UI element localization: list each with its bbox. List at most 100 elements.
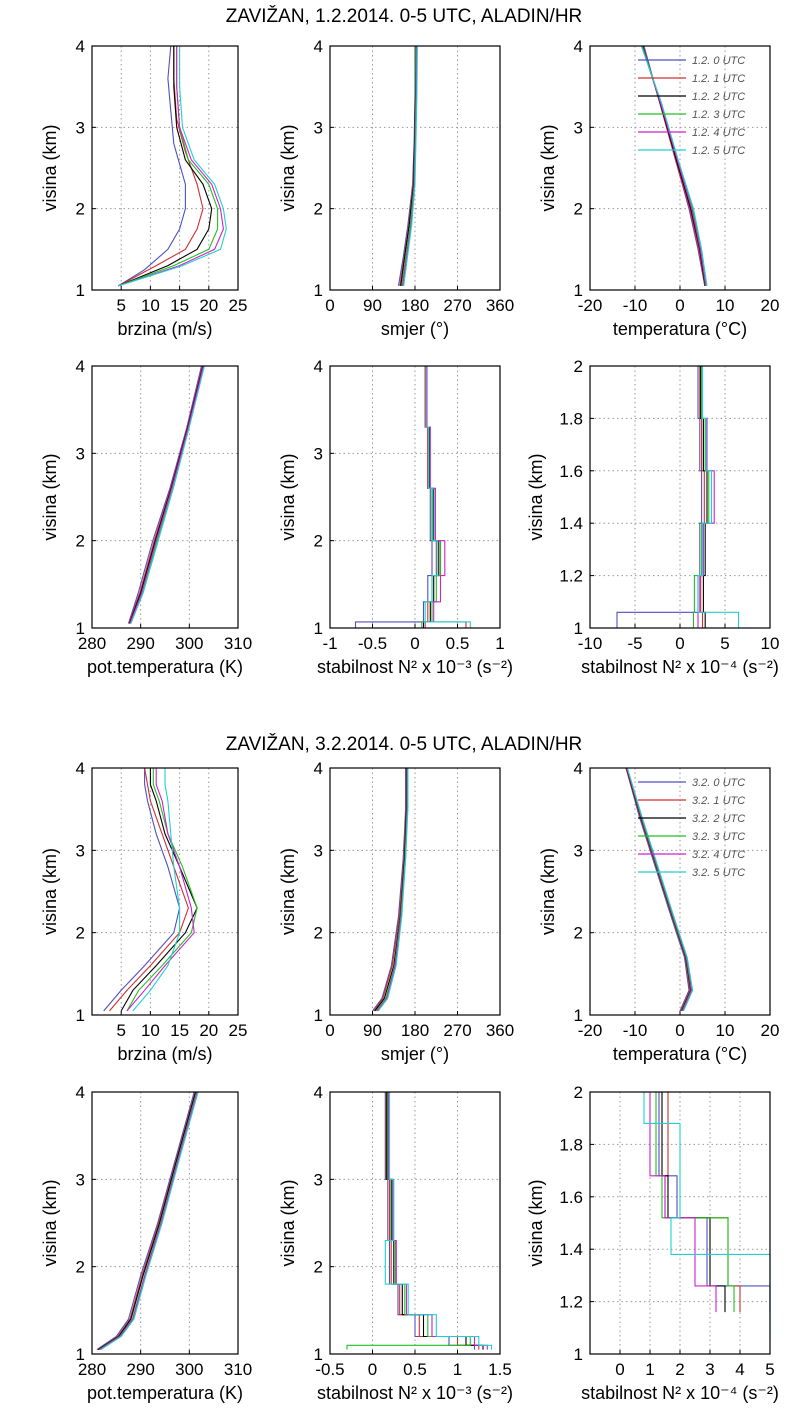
series-line-3 — [98, 1091, 197, 1351]
series-line-5 — [99, 1091, 198, 1351]
series-line-6 — [384, 1091, 493, 1350]
x-tick-label: 90 — [363, 296, 382, 315]
x-axis-label: temperatura (°C) — [613, 319, 747, 339]
x-tick-label: 1 — [495, 634, 504, 653]
x-tick-label: -10 — [623, 1021, 648, 1040]
series-line-1 — [616, 365, 703, 628]
legend-entry: 3.2. 5 UTC — [692, 867, 745, 879]
x-tick-label: 15 — [170, 296, 189, 315]
series-line-5 — [118, 46, 224, 287]
x-axis-label: stabilnost N² x 10⁻⁴ (s⁻²) — [581, 657, 779, 677]
y-tick-label: 4 — [76, 357, 85, 376]
y-tick-label: 1.8 — [559, 409, 583, 428]
y-tick-label: 3 — [314, 118, 323, 137]
x-tick-label: 4 — [735, 1360, 744, 1379]
series-line-1 — [656, 1091, 771, 1313]
y-tick-label: 1 — [76, 1345, 85, 1364]
x-axis-label: brzina (m/s) — [117, 319, 212, 339]
x-tick-label: 5 — [720, 634, 729, 653]
y-tick-label: 2 — [574, 924, 583, 943]
x-tick-label: 280 — [78, 634, 106, 653]
y-tick-label: 2 — [574, 1083, 583, 1102]
y-axis-label: visina (km) — [278, 848, 298, 935]
series-line-4 — [99, 1091, 198, 1351]
x-tick-label: 10 — [761, 634, 780, 653]
axes-frame — [91, 45, 239, 291]
x-tick-label: 0 — [675, 634, 684, 653]
chart-panel-1: 5 10 15 20 25 1 2 3 4 brzina (m/s) visina (km) — [40, 37, 247, 339]
x-tick-label: 0 — [325, 1021, 334, 1040]
x-tick-label: 2 — [675, 1360, 684, 1379]
y-tick-label: 4 — [76, 1083, 85, 1102]
x-tick-label: 300 — [175, 634, 203, 653]
series-line-2 — [118, 46, 204, 287]
x-axis-label: stabilnost N² x 10⁻³ (s⁻²) — [317, 657, 513, 677]
series-line-4 — [126, 768, 198, 1012]
legend-entry: 1.2. 4 UTC — [692, 127, 745, 139]
x-axis-label: smjer (°) — [381, 319, 449, 339]
x-tick-label: -10 — [623, 296, 648, 315]
series-line-4 — [655, 1091, 735, 1313]
y-tick-label: 4 — [314, 37, 323, 56]
y-tick-label: 1 — [574, 619, 583, 638]
x-tick-label: 90 — [363, 1021, 382, 1040]
series-line-6 — [424, 365, 471, 628]
y-tick-label: 3 — [76, 841, 85, 860]
x-tick-label: 10 — [141, 1021, 160, 1040]
chart-panel-5: -1 -0.5 0 0.5 1 1 2 3 4 stabilnost N² x 10⁻³ (s⁻²… — [278, 357, 513, 677]
chart-panel-10: 280 290 300 310 1 2 3 4 pot.temperatura (K) visin… — [40, 1083, 252, 1403]
x-tick-label: 10 — [716, 296, 735, 315]
x-tick-label: 20 — [199, 1021, 218, 1040]
x-tick-label: -1 — [322, 634, 337, 653]
x-tick-label: 0 — [615, 1360, 624, 1379]
x-tick-label: 25 — [229, 1021, 248, 1040]
legend-entry: 1.2. 2 UTC — [692, 91, 745, 103]
y-tick-label: 3 — [314, 1170, 323, 1189]
x-axis-label: stabilnost N² x 10⁻⁴ (s⁻²) — [581, 1383, 779, 1403]
x-tick-label: 1.5 — [488, 1360, 512, 1379]
series-line-3 — [120, 768, 198, 1012]
x-tick-label: 270 — [443, 296, 471, 315]
y-tick-label: 3 — [76, 444, 85, 463]
series-line-6 — [640, 45, 708, 286]
y-axis-label: visina (km) — [40, 1179, 60, 1266]
legend-entry: 1.2. 0 UTC — [692, 55, 745, 67]
y-tick-label: 2 — [574, 200, 583, 219]
x-axis-label: smjer (°) — [381, 1044, 449, 1064]
x-tick-label: 310 — [224, 634, 252, 653]
x-tick-label: 5 — [116, 296, 125, 315]
x-tick-label: 180 — [401, 1021, 429, 1040]
x-tick-label: 5 — [116, 1021, 125, 1040]
y-tick-label: 1 — [76, 1006, 85, 1025]
chart-panel-9: -20 -10 0 10 20 1 2 3 4 temperatura (°C) visina (k… — [538, 759, 779, 1064]
y-tick-label: 2 — [76, 532, 85, 551]
y-tick-label: 3 — [574, 118, 583, 137]
y-tick-label: 3 — [76, 118, 85, 137]
x-tick-label: 310 — [224, 1360, 252, 1379]
x-axis-label: pot.temperatura (K) — [87, 657, 243, 677]
y-tick-label: 4 — [314, 1083, 323, 1102]
y-tick-label: 4 — [76, 37, 85, 56]
x-tick-label: 290 — [126, 634, 154, 653]
y-tick-label: 1 — [574, 1006, 583, 1025]
axes-frame — [91, 1091, 239, 1355]
y-tick-label: 1 — [314, 619, 323, 638]
series-line-2 — [109, 767, 189, 1012]
y-tick-label: 4 — [314, 759, 323, 778]
x-tick-label: 0.5 — [403, 1360, 427, 1379]
y-tick-label: 4 — [574, 37, 583, 56]
x-tick-label: 0 — [675, 1021, 684, 1040]
y-axis-label: visina (km) — [538, 124, 558, 211]
x-tick-label: -20 — [578, 296, 603, 315]
y-axis-label: visina (km) — [278, 453, 298, 540]
x-tick-label: 20 — [761, 1021, 780, 1040]
x-tick-label: -10 — [578, 634, 603, 653]
series-line-2 — [97, 1091, 196, 1351]
chart-panel-7: 5 10 15 20 25 1 2 3 4 brzina (m/s) visina (km) — [40, 759, 247, 1064]
x-tick-label: 20 — [761, 296, 780, 315]
y-axis-label: visina (km) — [526, 1179, 546, 1266]
y-tick-label: 2 — [76, 924, 85, 943]
legend: 1.2. 0 UTC 1.2. 1 UTC 1.2. 2 UTC 1.2. 3 UTC… — [638, 55, 745, 157]
y-tick-label: 1.6 — [559, 1188, 583, 1207]
y-tick-label: 1 — [76, 619, 85, 638]
